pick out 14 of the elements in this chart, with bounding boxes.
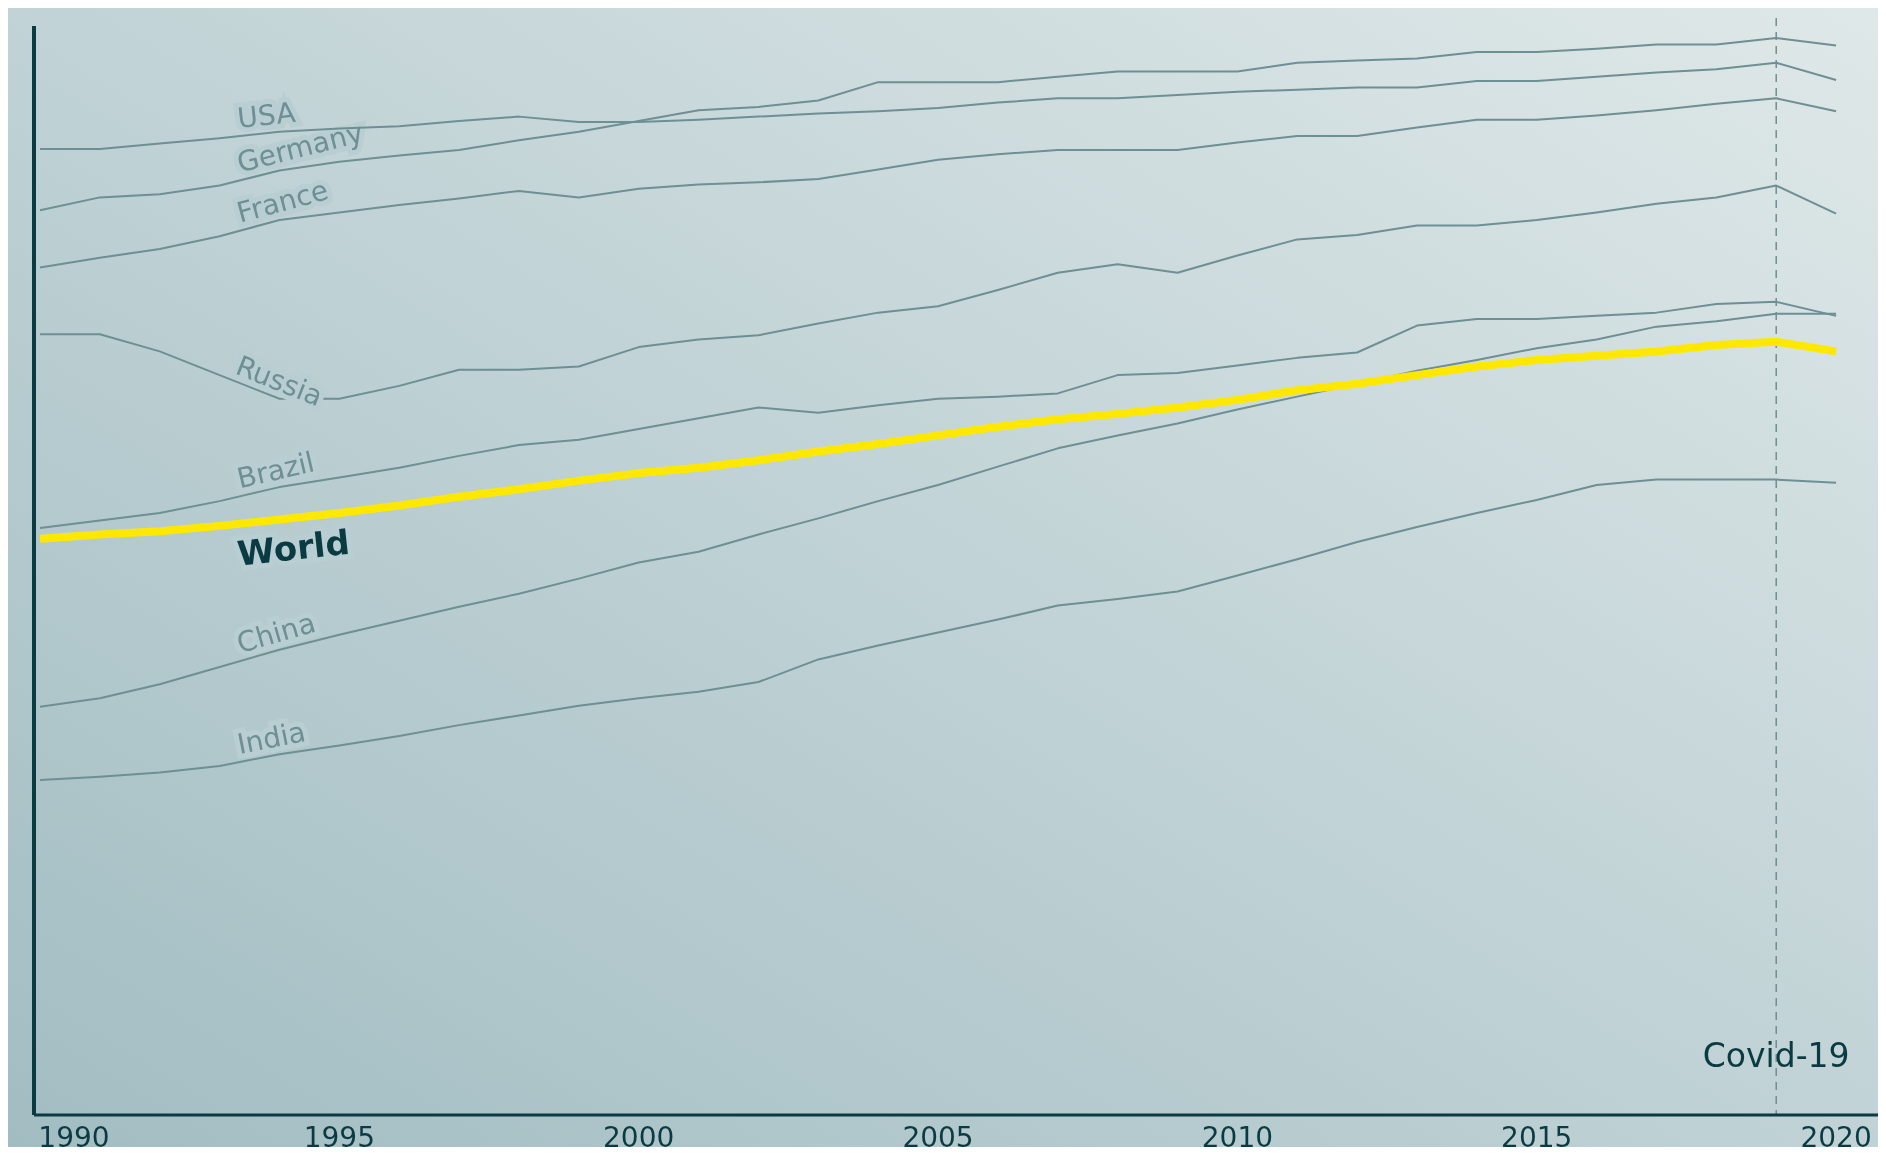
x-tick-label: 1995 xyxy=(303,1121,375,1154)
x-tick-label: 2020 xyxy=(1800,1121,1872,1154)
text: USA xyxy=(235,95,297,135)
x-tick-label: 2005 xyxy=(902,1121,974,1154)
x-tick-label: 2010 xyxy=(1201,1121,1274,1154)
text: World xyxy=(235,521,352,574)
text: France xyxy=(233,173,332,230)
text: China xyxy=(233,606,320,660)
text: India xyxy=(234,715,309,761)
ref-line-label: Covid-19 xyxy=(1702,1036,1850,1075)
x-tick-label: 1990 xyxy=(38,1121,110,1154)
text: Brazil xyxy=(233,445,318,496)
x-tick-label: 2015 xyxy=(1501,1121,1573,1154)
x-tick-label: 2000 xyxy=(603,1121,675,1154)
